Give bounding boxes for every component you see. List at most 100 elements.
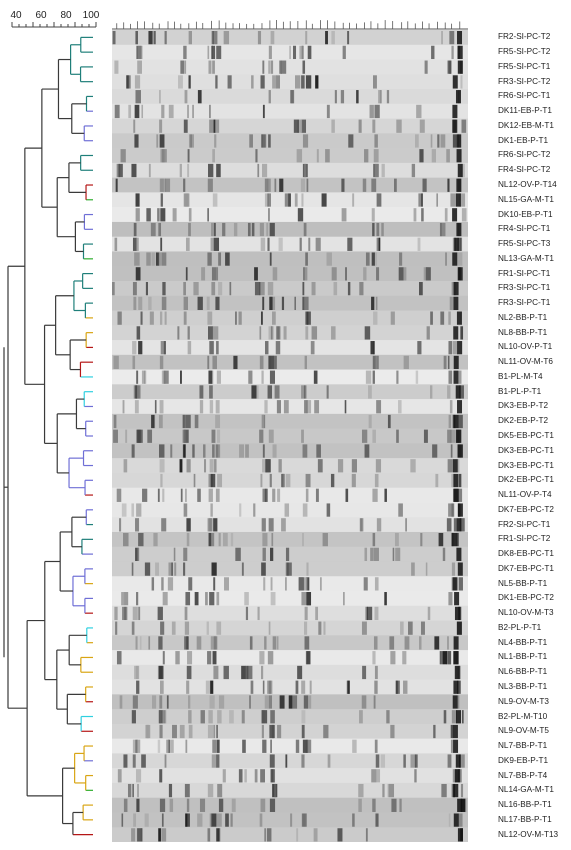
gel-band xyxy=(372,429,376,443)
gel-band xyxy=(159,710,162,724)
gel-band xyxy=(366,606,373,621)
gel-band xyxy=(188,222,191,237)
lane-label: FR1-SI-PC-T2 xyxy=(498,534,551,544)
gel-band xyxy=(454,237,460,251)
gel-band xyxy=(427,606,431,621)
gel-band xyxy=(213,636,218,650)
gel-band xyxy=(369,104,374,119)
gel-band xyxy=(180,370,182,384)
gel-band xyxy=(161,252,167,266)
gel-band xyxy=(308,695,312,709)
gel-lane xyxy=(112,650,468,666)
gel-band xyxy=(157,606,163,621)
gel-band xyxy=(259,429,264,443)
gel-band xyxy=(292,45,297,60)
gel-band xyxy=(363,267,367,281)
gel-band xyxy=(138,532,144,547)
gel-band xyxy=(137,783,139,798)
gel-band xyxy=(188,724,193,739)
gel-band xyxy=(229,281,232,296)
gel-band xyxy=(347,237,353,251)
gel-band xyxy=(450,739,453,753)
gel-band xyxy=(164,178,171,192)
gel-band xyxy=(376,193,382,207)
gel-band xyxy=(396,370,399,384)
gel-band xyxy=(301,193,304,207)
gel-band xyxy=(188,208,192,222)
gel-band xyxy=(347,281,351,296)
gel-band xyxy=(135,90,141,104)
gel-band xyxy=(274,385,280,399)
gel-band xyxy=(183,414,185,429)
gel-lane xyxy=(112,207,468,223)
gel-lane xyxy=(112,738,468,754)
gel-band xyxy=(395,680,400,694)
gel-band xyxy=(276,636,279,650)
gel-band xyxy=(159,134,165,148)
gel-lane xyxy=(112,354,468,370)
gel-band xyxy=(422,178,427,192)
gel-band xyxy=(270,577,273,591)
gel-band xyxy=(331,267,337,281)
gel-band xyxy=(316,444,321,458)
gel-band xyxy=(119,695,123,709)
gel-band xyxy=(215,488,220,502)
gel-band xyxy=(259,651,265,665)
gel-band xyxy=(447,385,451,399)
gel-band xyxy=(457,503,463,517)
gel-band xyxy=(131,562,134,576)
gel-band xyxy=(310,341,315,355)
gel-band xyxy=(456,518,462,532)
gel-band xyxy=(455,193,461,207)
gel-band xyxy=(272,75,277,89)
gel-band xyxy=(370,341,375,355)
gel-lane xyxy=(112,399,468,415)
gel-band xyxy=(161,296,167,311)
lane-label: NL12-OV-P-T14 xyxy=(498,180,557,190)
gel-band xyxy=(159,769,163,783)
gel-band xyxy=(296,149,303,163)
gel-band xyxy=(411,163,416,178)
gel-band xyxy=(158,414,163,429)
gel-band xyxy=(344,400,347,414)
gel-band xyxy=(241,665,246,680)
gel-band xyxy=(361,695,367,709)
lane-label: FR6-SI-PC-T2 xyxy=(498,150,551,160)
gel-band xyxy=(143,370,147,384)
gel-band xyxy=(297,119,303,133)
gel-band xyxy=(364,547,368,561)
gel-band xyxy=(251,75,254,89)
gel-band xyxy=(132,695,138,709)
gel-band xyxy=(158,222,162,237)
gel-band xyxy=(222,222,226,237)
gel-band xyxy=(138,606,141,621)
gel-band xyxy=(426,326,430,340)
gel-band xyxy=(185,193,190,207)
gel-band xyxy=(440,134,446,148)
gel-band xyxy=(456,311,462,325)
gel-band xyxy=(301,429,304,443)
lane-label: DK5-EB-PC-T1 xyxy=(498,431,554,440)
gel-band xyxy=(457,163,463,178)
gel-band xyxy=(457,798,463,812)
gel-band xyxy=(207,326,214,340)
gel-band xyxy=(114,60,119,74)
gel-band xyxy=(210,503,213,517)
gel-band xyxy=(112,31,116,45)
gel-band xyxy=(306,178,309,192)
gel-band xyxy=(381,163,385,178)
gel-band xyxy=(398,503,403,517)
gel-band xyxy=(372,370,375,384)
gel-band xyxy=(215,296,220,311)
gel-band xyxy=(262,444,265,458)
gel-band xyxy=(457,400,463,414)
gel-band xyxy=(419,281,423,296)
lane-label: NL11-OV-M-T6 xyxy=(498,357,553,367)
gel-band xyxy=(269,473,272,488)
gel-band xyxy=(260,798,266,812)
gel-band xyxy=(179,724,185,739)
gel-band xyxy=(148,636,151,650)
gel-band xyxy=(359,518,363,532)
gel-band xyxy=(261,665,264,680)
gel-band xyxy=(138,341,143,355)
